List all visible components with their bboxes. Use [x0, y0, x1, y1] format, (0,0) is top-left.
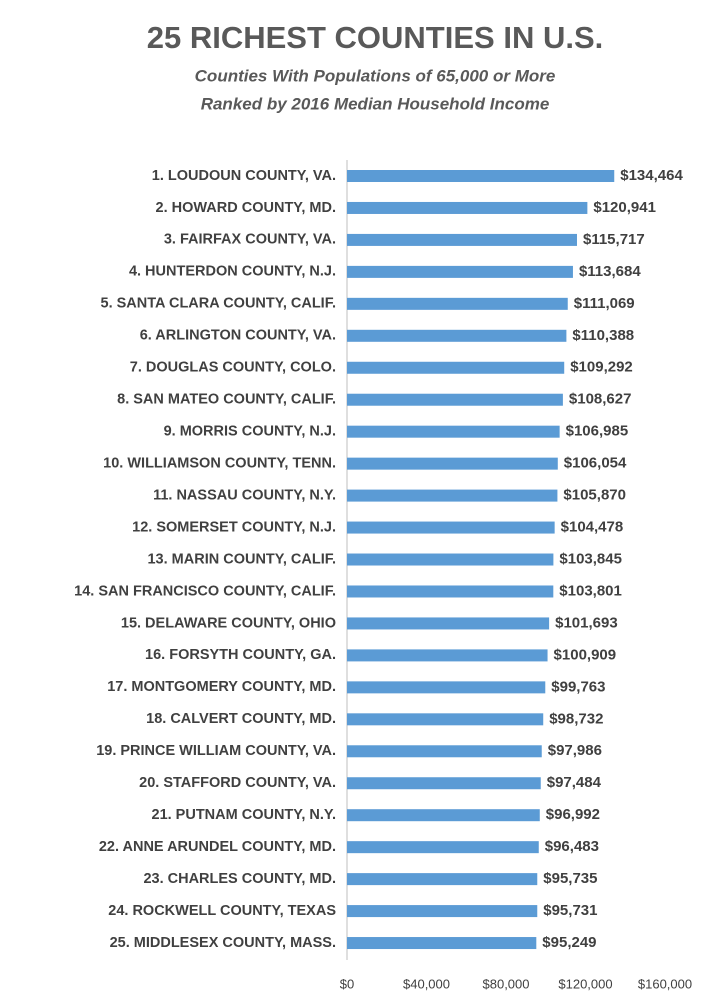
bar: [347, 905, 538, 918]
category-label: 3. FAIRFAX COUNTY, VA.: [164, 232, 336, 248]
category-label: 16. FORSYTH COUNTY, GA.: [145, 647, 336, 663]
category-label: 17. MONTGOMERY COUNTY, MD.: [107, 679, 336, 695]
value-label: $134,464: [620, 167, 683, 184]
chart-subtitle: Counties With Populations of 65,000 or M…: [195, 66, 556, 85]
category-label: 12. SOMERSET COUNTY, N.J.: [132, 519, 336, 535]
category-label: 8. SAN MATEO COUNTY, CALIF.: [117, 392, 336, 408]
x-tick-label: $80,000: [483, 976, 530, 991]
value-label: $115,717: [583, 231, 645, 248]
bar: [347, 553, 554, 566]
value-label: $96,483: [545, 838, 599, 855]
value-label: $97,986: [548, 742, 602, 759]
category-label: 7. DOUGLAS COUNTY, COLO.: [130, 360, 336, 376]
bar: [347, 393, 563, 406]
value-label: $113,684: [579, 263, 641, 280]
bar: [347, 841, 539, 854]
category-label: 1. LOUDOUN COUNTY, VA.: [152, 168, 336, 184]
chart-title: 25 RICHEST COUNTIES IN U.S.: [147, 20, 603, 55]
category-label: 21. PUTNAM COUNTY, N.Y.: [152, 807, 337, 823]
bar: [347, 170, 615, 182]
bar: [347, 361, 565, 374]
bar: [347, 585, 554, 598]
bar: [347, 521, 555, 534]
value-label: $106,985: [566, 423, 629, 440]
category-label: 5. SANTA CLARA COUNTY, CALIF.: [101, 296, 337, 312]
x-tick-label: $40,000: [403, 976, 450, 991]
bar: [347, 297, 568, 310]
x-tick-label: $160,000: [638, 976, 692, 991]
value-label: $110,388: [572, 327, 634, 344]
value-label: $105,870: [563, 487, 626, 504]
category-label: 2. HOWARD COUNTY, MD.: [156, 200, 336, 216]
category-label: 14. SAN FRANCISCO COUNTY, CALIF.: [74, 583, 336, 599]
category-label: 6. ARLINGTON COUNTY, VA.: [140, 328, 336, 344]
category-label: 24. ROCKWELL COUNTY, TEXAS: [108, 903, 336, 919]
value-label: $100,909: [554, 646, 617, 663]
value-label: $95,735: [543, 870, 597, 887]
category-label: 19. PRINCE WILLIAM COUNTY, VA.: [96, 743, 336, 759]
category-label: 20. STAFFORD COUNTY, VA.: [139, 775, 336, 791]
value-label: $120,941: [593, 199, 656, 216]
category-label: 22. ANNE ARUNDEL COUNTY, MD.: [99, 839, 336, 855]
bar: [347, 457, 558, 470]
bar: [347, 777, 541, 790]
bar: [347, 649, 548, 662]
value-label: $96,992: [546, 806, 600, 823]
category-label: 11. NASSAU COUNTY, N.Y.: [153, 487, 336, 503]
category-label: 15. DELAWARE COUNTY, OHIO: [121, 615, 336, 631]
category-label: 23. CHARLES COUNTY, MD.: [143, 871, 336, 887]
bar: [347, 425, 560, 438]
category-label: 4. HUNTERDON COUNTY, N.J.: [129, 264, 336, 280]
value-label: $103,845: [559, 550, 622, 567]
value-label: $97,484: [547, 774, 602, 791]
chart-subtitle: Ranked by 2016 Median Household Income: [201, 94, 550, 113]
value-label: $95,249: [542, 934, 596, 951]
bar: [347, 201, 588, 214]
value-label: $101,693: [555, 614, 618, 631]
bar: [347, 617, 550, 630]
value-label: $109,292: [570, 359, 633, 376]
value-label: $95,731: [543, 902, 597, 919]
value-label: $111,069: [574, 295, 635, 312]
value-label: $108,627: [569, 391, 632, 408]
value-label: $98,732: [549, 710, 603, 727]
bar: [347, 329, 567, 342]
bar: [347, 265, 573, 278]
bar: [347, 745, 542, 758]
value-label: $103,801: [559, 582, 622, 599]
value-label: $99,763: [551, 678, 605, 695]
x-tick-label: $120,000: [558, 976, 612, 991]
category-label: 13. MARIN COUNTY, CALIF.: [147, 551, 336, 567]
category-label: 18. CALVERT COUNTY, MD.: [146, 711, 336, 727]
bar: [347, 681, 546, 694]
x-tick-label: $0: [340, 976, 354, 991]
bar: [347, 233, 577, 246]
bar: [347, 713, 544, 726]
category-label: 9. MORRIS COUNTY, N.J.: [164, 424, 336, 440]
bar: [347, 809, 540, 822]
value-label: $104,478: [561, 519, 624, 536]
category-label: 25. MIDDLESEX COUNTY, MASS.: [110, 935, 336, 951]
bar: [347, 937, 537, 950]
bar: [347, 873, 538, 886]
category-label: 10. WILLIAMSON COUNTY, TENN.: [103, 455, 336, 471]
bar: [347, 489, 558, 502]
value-label: $106,054: [564, 455, 627, 472]
